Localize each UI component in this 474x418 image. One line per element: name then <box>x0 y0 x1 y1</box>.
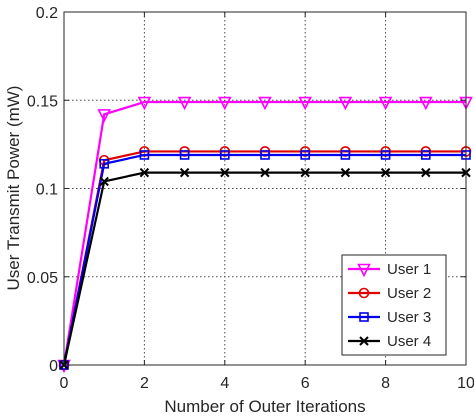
y-tick-label: 0.2 <box>36 5 58 22</box>
x-tick-label: 4 <box>220 375 229 392</box>
data-point <box>359 336 369 346</box>
y-tick-label: 0 <box>49 358 58 375</box>
data-point <box>357 263 371 278</box>
y-tick-label: 0.15 <box>27 93 58 110</box>
y-axis-title: User Transmit Power (mW) <box>4 86 23 291</box>
x-tick-label: 8 <box>381 375 390 392</box>
legend-item: User 2 <box>348 285 431 302</box>
series-3 <box>59 150 471 370</box>
data-point <box>137 96 152 111</box>
y-tick-label: 0.05 <box>27 270 58 287</box>
x-tick-label: 2 <box>140 375 149 392</box>
data-point <box>420 150 431 160</box>
series-group <box>57 96 473 374</box>
legend-item: User 1 <box>348 261 431 278</box>
data-point-stroke <box>340 167 351 178</box>
data-point-stroke <box>99 176 109 187</box>
data-point <box>220 167 230 178</box>
data-point-stroke <box>179 167 190 178</box>
x-axis-title: Number of Outer Iterations <box>164 397 365 416</box>
legend-label: User 2 <box>387 285 431 302</box>
legend-label: User 3 <box>387 309 431 326</box>
data-point-stroke <box>359 336 369 346</box>
legend-item: User 3 <box>348 309 431 326</box>
data-point <box>300 167 310 178</box>
legend-item: User 4 <box>348 333 431 350</box>
data-point <box>421 167 431 178</box>
data-point <box>378 96 393 111</box>
data-point <box>220 150 230 160</box>
data-point <box>300 150 311 160</box>
data-point <box>380 150 391 160</box>
legend-label: User 4 <box>387 333 431 350</box>
data-point-stroke <box>260 167 270 178</box>
data-point <box>97 109 111 123</box>
data-point-stroke <box>220 167 230 178</box>
data-point <box>380 167 391 178</box>
data-point <box>260 167 270 178</box>
series-line <box>62 153 466 366</box>
axis-ticks: 0 2 4 6 8 10 0 0.05 0.1 0.15 0.2 <box>27 5 474 392</box>
data-point-stroke <box>139 167 150 178</box>
x-tick-label: 6 <box>301 375 310 392</box>
data-point-stroke <box>421 167 431 178</box>
x-tick-label: 10 <box>457 375 474 392</box>
data-point <box>179 167 190 178</box>
data-point <box>260 150 270 160</box>
data-point <box>139 150 150 160</box>
legend-box <box>341 254 447 356</box>
legend-label: User 1 <box>387 261 431 278</box>
data-point <box>99 158 109 169</box>
data-point <box>340 167 351 178</box>
data-point-stroke <box>380 167 391 178</box>
y-tick-label: 0.1 <box>36 182 58 199</box>
series-line <box>62 100 466 366</box>
data-point <box>338 96 353 111</box>
data-point <box>218 96 232 111</box>
data-point <box>340 150 351 160</box>
data-point <box>258 96 272 111</box>
x-tick-label: 0 <box>60 375 69 392</box>
data-point <box>177 96 192 111</box>
data-point <box>419 96 433 111</box>
legend: User 1 User 2 User 3 User 4 <box>341 254 447 356</box>
data-point <box>99 176 109 187</box>
data-point <box>298 96 312 111</box>
data-point <box>358 287 370 299</box>
data-point <box>179 150 190 160</box>
data-point-stroke <box>300 167 310 178</box>
series-1 <box>57 96 473 374</box>
data-point <box>359 312 369 322</box>
data-point <box>139 167 150 178</box>
grid-lines <box>64 12 466 365</box>
